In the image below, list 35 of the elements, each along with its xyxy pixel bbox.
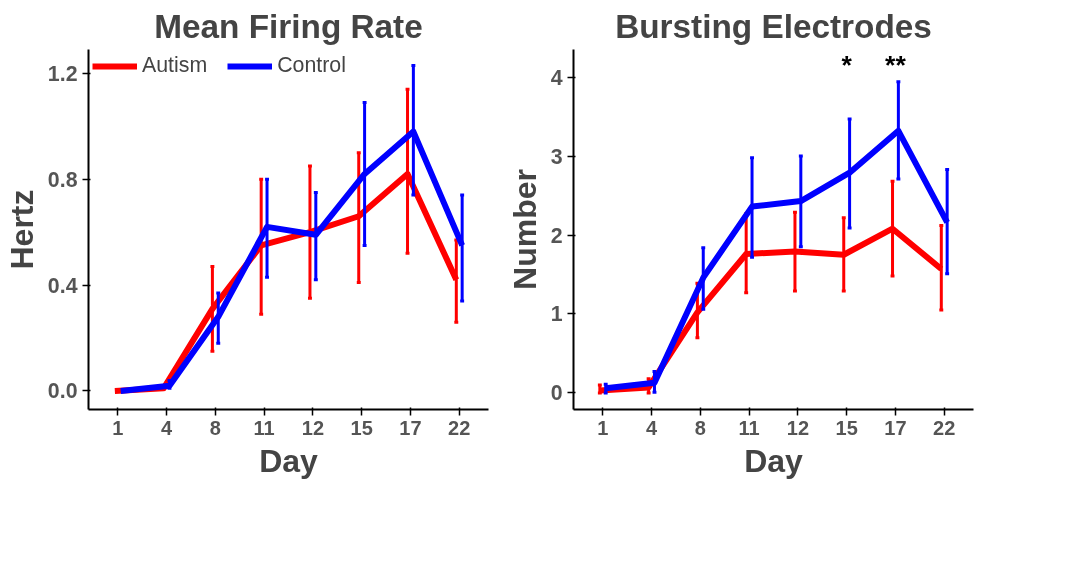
x-tick-label: 8 [209, 416, 221, 439]
x-tick-label: 22 [448, 416, 471, 439]
annotation: * [841, 49, 853, 80]
y-tick-label: 0.0 [47, 379, 78, 404]
y-tick-label: 0 [550, 381, 563, 406]
y-tick-label: 0.4 [47, 273, 78, 298]
x-axis-title: Day [259, 442, 319, 479]
legend-label: Autism [142, 53, 208, 78]
x-tick-label: 12 [786, 416, 810, 439]
y-tick-label: 1.2 [47, 61, 78, 86]
x-tick-label: 17 [884, 416, 907, 439]
x-tick-label: 11 [738, 416, 760, 439]
y-tick-label: 0.8 [47, 167, 78, 192]
y-axis-title: Hertz [3, 189, 40, 270]
chart-title: Mean Firing Rate [154, 7, 423, 45]
y-tick-label: 4 [550, 65, 563, 90]
x-tick-label: 11 [253, 416, 275, 439]
x-tick-label: 15 [835, 416, 858, 439]
x-tick-label: 1 [597, 416, 609, 439]
y-tick-label: 3 [550, 144, 563, 169]
x-tick-label: 8 [694, 416, 706, 439]
annotation: ** [885, 49, 907, 80]
x-tick-label: 12 [301, 416, 325, 439]
x-tick-label: 1 [112, 416, 124, 439]
x-tick-label: 15 [350, 416, 373, 439]
y-tick-label: 2 [550, 223, 563, 248]
y-tick-label: 1 [550, 302, 563, 327]
legend-label: Control [277, 53, 346, 78]
x-tick-label: 17 [399, 416, 422, 439]
x-tick-label: 4 [160, 416, 173, 439]
x-tick-label: 22 [933, 416, 956, 439]
y-axis-title: Number [506, 169, 543, 290]
x-tick-label: 4 [645, 416, 658, 439]
x-axis-title: Day [744, 442, 804, 479]
chart-title: Bursting Electrodes [615, 7, 932, 45]
